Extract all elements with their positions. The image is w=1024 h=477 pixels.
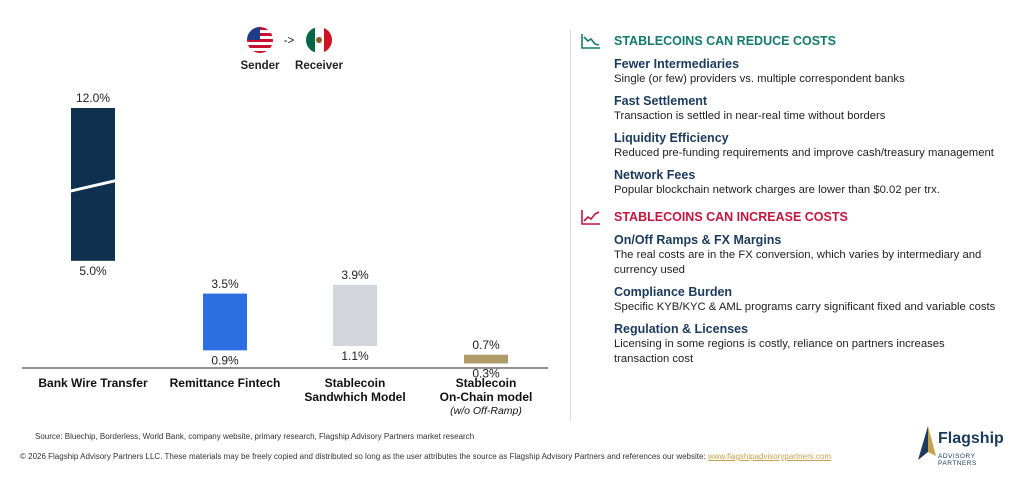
item-heading: Fewer Intermediaries (614, 57, 740, 71)
item-heading: Network Fees (614, 168, 696, 182)
item-heading: Liquidity Efficiency (614, 131, 729, 145)
item-heading: Fast Settlement (614, 94, 708, 108)
value-label: 0.3% (472, 367, 500, 381)
bar (333, 284, 377, 346)
item-heading: Compliance Burden (614, 285, 733, 299)
item-text: Reduced pre-funding requirements and imp… (614, 147, 994, 159)
value-label: 5.0% (79, 264, 107, 278)
chart: Sender -> Receiver 12.0% 5.0% 3.5% 0.9% 3.9%… (22, 27, 548, 381)
item-text: The real costs are in the FX conversion,… (614, 249, 982, 276)
source-note: Source: Bluechip, Borderless, World Bank… (35, 432, 475, 441)
section-header: STABLECOINS CAN REDUCE COSTS (580, 32, 1000, 50)
logo-subtext: ADVISORY PARTNERS (938, 453, 977, 467)
bar (71, 108, 115, 261)
item-heading: On/Off Ramps & FX Margins (614, 233, 782, 247)
mx-flag (306, 27, 332, 53)
item-text: Single (or few) providers vs. multiple c… (614, 73, 905, 85)
category-text: Bank Wire Transfer (38, 376, 148, 390)
section-title: STABLECOINS CAN INCREASE COSTS (614, 210, 848, 224)
logo-mark (918, 426, 936, 460)
axis-break (67, 178, 119, 194)
item: On/Off Ramps & FX Margins The real costs … (614, 232, 1000, 278)
item-heading: Regulation & Licenses (614, 322, 749, 336)
section: STABLECOINS CAN INCREASE COSTS On/Off Ram… (580, 208, 1000, 367)
value-label: 0.9% (211, 354, 239, 368)
copyright: © 2026 Flagship Advisory Partners LLC. T… (20, 452, 831, 461)
value-label: 0.7% (472, 338, 500, 352)
item: Fewer Intermediaries Single (or few) prov… (614, 56, 1000, 87)
item-text: Transaction is settled in near-real time… (614, 110, 886, 122)
us-flag (247, 27, 273, 53)
bar (203, 293, 247, 351)
value-label: 1.1% (341, 349, 369, 363)
flow-arrow: -> (284, 35, 295, 47)
item-text: Specific KYB/KYC & AML programs carry si… (614, 301, 996, 313)
item: Network Fees Popular blockchain network c… (614, 167, 1000, 198)
category-text: Stablecoin On-Chain model (439, 376, 533, 404)
item: Liquidity Efficiency Reduced pre-funding … (614, 130, 1000, 161)
category-label: Bank Wire Transfer (28, 376, 158, 390)
website-link[interactable]: www.flagshipadvisorypartners.com (707, 452, 832, 461)
section: STABLECOINS CAN REDUCE COSTS Fewer Interm… (580, 32, 1000, 198)
section-icon (581, 34, 600, 49)
logo: Flagship ADVISORY PARTNERS (916, 424, 1016, 468)
item: Compliance Burden Specific KYB/KYC & AML … (614, 284, 1000, 315)
section-header: STABLECOINS CAN INCREASE COSTS (580, 208, 1000, 226)
copyright-text: © 2026 Flagship Advisory Partners LLC. T… (20, 452, 706, 461)
category-text: Remittance Fintech (169, 376, 281, 390)
value-label: 3.5% (211, 277, 239, 291)
item: Regulation & Licenses Licensing in some r… (614, 321, 1000, 367)
receiver-label: Receiver (295, 60, 343, 72)
logo-text: Flagship (938, 430, 1004, 447)
category-label: Remittance Fintech (160, 376, 290, 390)
divider (570, 30, 571, 422)
section-title: STABLECOINS CAN REDUCE COSTS (614, 34, 837, 48)
benefits-panel: STABLECOINS CAN REDUCE COSTS Fewer Interm… (580, 32, 1000, 377)
item-text: Popular blockchain network charges are l… (614, 184, 940, 196)
value-label: 12.0% (76, 91, 110, 105)
category-label: Stablecoin Sandwhich Model (290, 376, 420, 404)
section-icon (581, 210, 600, 225)
category-label: Stablecoin On-Chain model (w/o Off-Ramp) (421, 376, 551, 418)
category-text: Stablecoin Sandwhich Model (304, 376, 406, 404)
sender-label: Sender (241, 60, 281, 72)
item: Fast Settlement Transaction is settled in… (614, 93, 1000, 124)
bar (464, 354, 508, 364)
item-text: Licensing in some regions is costly, rel… (614, 338, 945, 365)
value-label: 3.9% (341, 268, 369, 282)
category-note: (w/o Off-Ramp) (450, 405, 522, 417)
